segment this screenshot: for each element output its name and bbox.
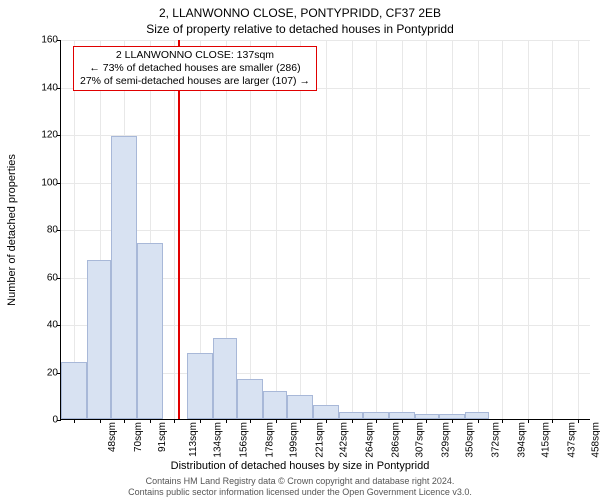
x-tick-label: 307sqm: [415, 422, 426, 458]
y-tick-label: 40: [28, 320, 58, 331]
histogram-bar: [213, 338, 238, 419]
gridline-v: [528, 40, 529, 419]
histogram-bar: [465, 412, 490, 419]
histogram-bar: [87, 260, 112, 419]
x-tickmark: [402, 419, 403, 423]
annotation-line3: 27% of semi-detached houses are larger (…: [80, 75, 310, 88]
x-tick-label: 48sqm: [107, 422, 118, 452]
y-tick-label: 60: [28, 272, 58, 283]
x-tick-label: 242sqm: [339, 422, 350, 458]
x-tickmark: [426, 419, 427, 423]
annotation-line2: ← 73% of detached houses are smaller (28…: [80, 62, 310, 75]
histogram-bar: [339, 412, 364, 419]
histogram-bar: [61, 362, 87, 419]
x-tickmark: [174, 419, 175, 423]
gridline-v: [502, 40, 503, 419]
y-tick-label: 140: [28, 82, 58, 93]
histogram-bar: [363, 412, 389, 419]
x-tickmark: [578, 419, 579, 423]
histogram-bar: [313, 405, 339, 419]
x-tick-label: 372sqm: [491, 422, 502, 458]
x-tick-label: 221sqm: [314, 422, 325, 458]
x-tick-label: 458sqm: [591, 422, 600, 458]
y-tick-label: 120: [28, 130, 58, 141]
x-tickmark: [226, 419, 227, 423]
x-tick-label: 415sqm: [541, 422, 552, 458]
x-tickmark: [552, 419, 553, 423]
footer-line1: Contains HM Land Registry data © Crown c…: [0, 476, 600, 487]
gridline-v: [426, 40, 427, 419]
histogram-bar: [187, 353, 213, 420]
x-tickmark: [200, 419, 201, 423]
x-tick-label: 113sqm: [188, 422, 199, 457]
footer-line2: Contains public sector information licen…: [0, 487, 600, 498]
histogram-bar: [415, 414, 440, 419]
histogram-bar: [263, 391, 288, 420]
x-tickmark: [276, 419, 277, 423]
y-axis-label: Number of detached properties: [6, 154, 18, 306]
chart-title-line1: 2, LLANWONNO CLOSE, PONTYPRIDD, CF37 2EB: [0, 6, 600, 20]
gridline-v: [552, 40, 553, 419]
gridline-v: [578, 40, 579, 419]
x-tickmark: [124, 419, 125, 423]
x-tick-label: 329sqm: [440, 422, 451, 458]
x-tick-label: 91sqm: [157, 422, 168, 452]
x-tickmark: [502, 419, 503, 423]
x-tick-label: 70sqm: [133, 422, 144, 452]
x-tickmark: [478, 419, 479, 423]
x-tick-label: 156sqm: [238, 422, 249, 458]
y-tick-label: 80: [28, 225, 58, 236]
gridline-v: [376, 40, 377, 419]
histogram-bar: [237, 379, 263, 419]
x-tickmark: [74, 419, 75, 423]
y-tick-label: 0: [28, 415, 58, 426]
x-tickmark: [376, 419, 377, 423]
y-tick-label: 160: [28, 35, 58, 46]
gridline-v: [326, 40, 327, 419]
histogram-bar: [111, 136, 137, 419]
x-tick-label: 199sqm: [289, 422, 300, 458]
x-tickmark: [100, 419, 101, 423]
plot-area: 2 LLANWONNO CLOSE: 137sqm ← 73% of detac…: [60, 40, 590, 420]
marker-line: [178, 40, 180, 419]
x-tick-label: 350sqm: [465, 422, 476, 458]
histogram-bar: [287, 395, 313, 419]
histogram-bar: [389, 412, 415, 419]
x-tickmark: [326, 419, 327, 423]
chart-container: 2, LLANWONNO CLOSE, PONTYPRIDD, CF37 2EB…: [0, 0, 600, 500]
gridline-v: [174, 40, 175, 419]
x-tickmark: [250, 419, 251, 423]
x-tickmark: [452, 419, 453, 423]
gridline-v: [250, 40, 251, 419]
gridline-v: [452, 40, 453, 419]
gridline-v: [276, 40, 277, 419]
x-tickmark: [300, 419, 301, 423]
chart-footer: Contains HM Land Registry data © Crown c…: [0, 476, 600, 498]
x-tickmark: [528, 419, 529, 423]
x-tick-label: 394sqm: [516, 422, 527, 458]
gridline-v: [402, 40, 403, 419]
y-tick-label: 20: [28, 367, 58, 378]
histogram-bar: [439, 414, 465, 419]
x-tick-label: 134sqm: [213, 422, 224, 458]
x-tick-label: 286sqm: [390, 422, 401, 458]
annotation-line1: 2 LLANWONNO CLOSE: 137sqm: [80, 49, 310, 62]
x-tick-label: 437sqm: [567, 422, 578, 458]
x-tickmark: [150, 419, 151, 423]
chart-title-line2: Size of property relative to detached ho…: [0, 22, 600, 36]
histogram-bar: [137, 243, 163, 419]
x-tick-label: 264sqm: [365, 422, 376, 458]
gridline-v: [300, 40, 301, 419]
gridline-v: [478, 40, 479, 419]
x-axis-label: Distribution of detached houses by size …: [0, 460, 600, 472]
x-tick-label: 178sqm: [264, 422, 275, 458]
x-tickmark: [352, 419, 353, 423]
y-tick-label: 100: [28, 177, 58, 188]
gridline-v: [352, 40, 353, 419]
annotation-box: 2 LLANWONNO CLOSE: 137sqm ← 73% of detac…: [73, 46, 317, 91]
